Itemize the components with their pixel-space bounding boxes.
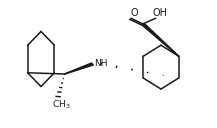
Text: CH$_3$: CH$_3$ bbox=[52, 98, 70, 111]
Polygon shape bbox=[64, 63, 94, 74]
Text: NH: NH bbox=[95, 60, 108, 68]
Text: OH: OH bbox=[152, 8, 167, 18]
Polygon shape bbox=[141, 23, 179, 56]
Text: O: O bbox=[130, 8, 138, 18]
